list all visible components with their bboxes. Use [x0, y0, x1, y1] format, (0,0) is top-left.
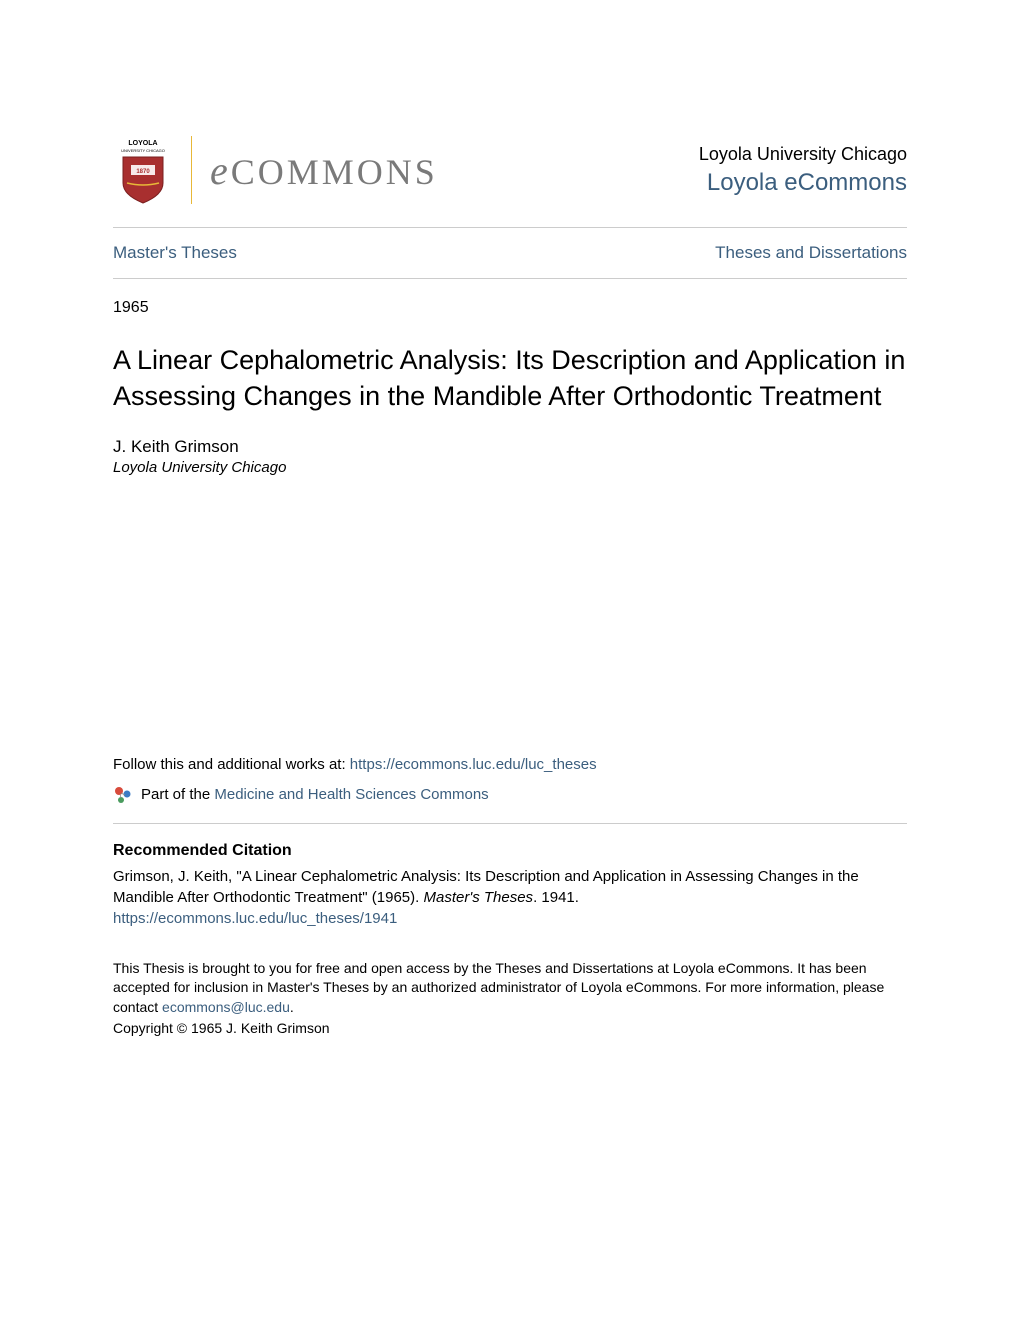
- footer-part2: .: [290, 999, 294, 1015]
- nav-theses-dissertations-link[interactable]: Theses and Dissertations: [715, 243, 907, 263]
- citation-url-link[interactable]: https://ecommons.luc.edu/luc_theses/1941: [113, 910, 907, 927]
- citation-italic: Master's Theses: [423, 889, 533, 906]
- publication-year: 1965: [113, 299, 907, 317]
- svg-text:1870: 1870: [136, 169, 150, 175]
- thesis-title: A Linear Cephalometric Analysis: Its Des…: [113, 342, 907, 415]
- section-divider: [113, 823, 907, 824]
- ecommons-label: COMMONS: [231, 152, 438, 192]
- author-name: J. Keith Grimson: [113, 437, 907, 457]
- network-icon: [113, 785, 133, 805]
- footer-text: This Thesis is brought to you for free a…: [113, 959, 907, 1018]
- follow-prefix: Follow this and additional works at:: [113, 756, 350, 773]
- svg-text:LOYOLA: LOYOLA: [128, 140, 157, 147]
- logo-divider: [191, 136, 192, 204]
- contact-email-link[interactable]: ecommons@luc.edu: [162, 999, 290, 1015]
- follow-section: Follow this and additional works at: htt…: [113, 756, 907, 773]
- university-name: Loyola University Chicago: [699, 144, 907, 165]
- recommended-citation-heading: Recommended Citation: [113, 842, 907, 860]
- follow-url-link[interactable]: https://ecommons.luc.edu/luc_theses: [350, 756, 597, 773]
- citation-part2: . 1941.: [533, 889, 579, 906]
- header-right: Loyola University Chicago Loyola eCommon…: [699, 144, 907, 197]
- part-of-prefix: Part of the: [141, 786, 214, 803]
- svg-text:UNIVERSITY CHICAGO: UNIVERSITY CHICAGO: [121, 148, 165, 153]
- commons-category-link[interactable]: Medicine and Health Sciences Commons: [214, 786, 488, 803]
- logo-section: LOYOLA UNIVERSITY CHICAGO 1870 eCOMMONS: [113, 135, 438, 205]
- copyright-text: Copyright © 1965 J. Keith Grimson: [113, 1020, 907, 1036]
- nav-bar: Master's Theses Theses and Dissertations: [113, 227, 907, 279]
- loyola-shield-logo: LOYOLA UNIVERSITY CHICAGO 1870: [113, 135, 173, 205]
- part-of-section: Part of the Medicine and Health Sciences…: [113, 785, 907, 805]
- page-header: LOYOLA UNIVERSITY CHICAGO 1870 eCOMMONS …: [113, 135, 907, 205]
- citation-text: Grimson, J. Keith, "A Linear Cephalometr…: [113, 866, 907, 908]
- repository-link[interactable]: Loyola eCommons: [707, 169, 907, 196]
- nav-masters-theses-link[interactable]: Master's Theses: [113, 243, 237, 263]
- ecommons-wordmark: eCOMMONS: [210, 147, 438, 194]
- content-spacer: [113, 476, 907, 756]
- author-affiliation: Loyola University Chicago: [113, 459, 907, 476]
